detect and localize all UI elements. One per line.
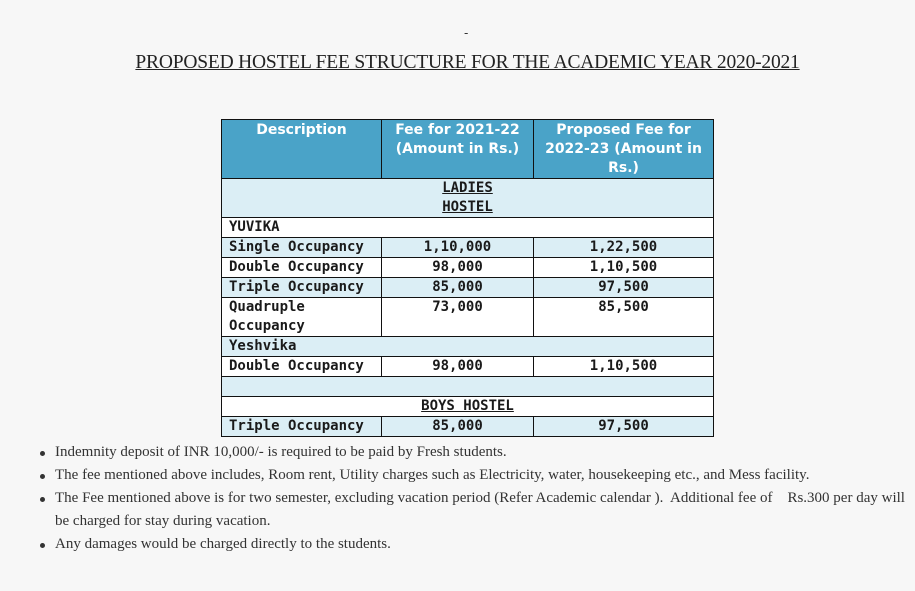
row-fee: 85,000 [381, 277, 534, 298]
page-title: PROPOSED HOSTEL FEE STRUCTURE FOR THE AC… [135, 52, 800, 73]
header-description: Description [221, 119, 382, 179]
table-row: Triple Occupancy 85,000 97,500 [221, 416, 714, 437]
row-proposed-fee: 97,500 [533, 277, 714, 298]
table-row: Double Occupancy 98,000 1,10,500 [221, 257, 714, 278]
row-desc: Triple Occupancy [221, 277, 382, 298]
list-item: The Fee mentioned above is for two semes… [40, 487, 915, 533]
row-desc: Single Occupancy [221, 237, 382, 258]
table-row: Double Occupancy 98,000 1,10,500 [221, 356, 714, 377]
section-boys-hostel: BOYS HOSTEL [421, 398, 514, 414]
table-row: LADIES HOSTEL [221, 178, 714, 218]
list-item: Any damages would be charged directly to… [40, 533, 915, 556]
notes-list: Indemnity deposit of INR 10,000/- is req… [0, 441, 915, 556]
table-row: Yeshvika [221, 336, 714, 357]
row-fee: 85,000 [381, 416, 534, 437]
list-item: Indemnity deposit of INR 10,000/- is req… [40, 441, 915, 464]
row-fee: 98,000 [381, 257, 534, 278]
header-proposed-fee-2022-23: Proposed Fee for 2022-23 (Amount in Rs.) [533, 119, 714, 179]
section-ladies-hostel: LADIES HOSTEL [442, 180, 493, 215]
row-desc: Quadruple Occupancy [221, 297, 382, 337]
table-row: YUVIKA [221, 217, 714, 238]
group-yuvika: YUVIKA [221, 217, 714, 238]
row-desc: Double Occupancy [221, 356, 382, 377]
row-fee: 73,000 [381, 297, 534, 337]
row-fee: 98,000 [381, 356, 534, 377]
row-proposed-fee: 97,500 [533, 416, 714, 437]
header-fee-2021-22: Fee for 2021-22 (Amount in Rs.) [381, 119, 534, 179]
table-row: BOYS HOSTEL [221, 396, 714, 417]
table-row: Triple Occupancy 85,000 97,500 [221, 277, 714, 298]
row-proposed-fee: 85,500 [533, 297, 714, 337]
table-row [221, 376, 714, 397]
table-row: Quadruple Occupancy 73,000 85,500 [221, 297, 714, 337]
fee-table: Description Fee for 2021-22 (Amount in R… [221, 119, 714, 437]
table-row: Single Occupancy 1,10,000 1,22,500 [221, 237, 714, 258]
group-yeshvika: Yeshvika [221, 336, 714, 357]
row-proposed-fee: 1,22,500 [533, 237, 714, 258]
list-item: The fee mentioned above includes, Room r… [40, 464, 915, 487]
row-fee: 1,10,000 [381, 237, 534, 258]
row-proposed-fee: 1,10,500 [533, 356, 714, 377]
row-desc: Double Occupancy [221, 257, 382, 278]
row-desc: Triple Occupancy [221, 416, 382, 437]
row-proposed-fee: 1,10,500 [533, 257, 714, 278]
top-mark: - [464, 26, 469, 40]
